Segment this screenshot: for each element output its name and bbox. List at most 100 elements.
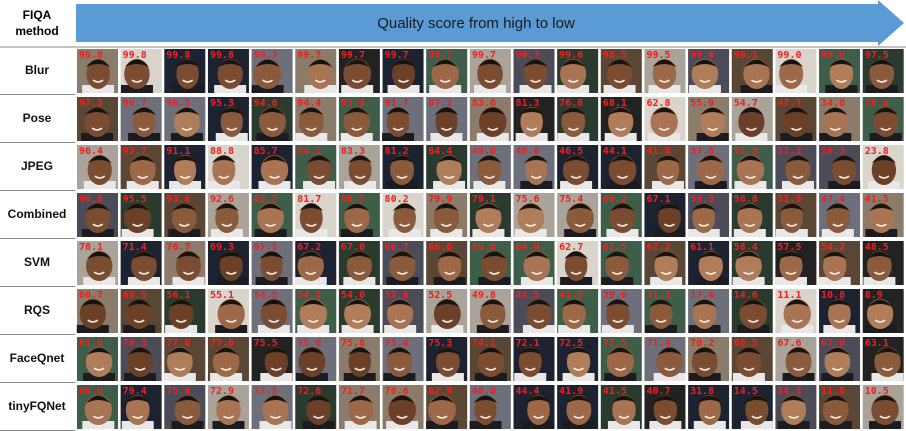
quality-score: 99.8 [79,50,103,61]
quality-score: 67.0 [821,338,845,349]
quality-score: 77.0 [166,338,190,349]
quality-score: 74.1 [472,338,496,349]
quality-score: 93.9 [341,98,365,109]
quality-score: 75.9 [166,386,190,397]
quality-score: 51.9 [777,194,801,205]
quality-score: 96.4 [79,146,103,157]
quality-score: 47.7 [777,98,801,109]
quality-score: 62.9 [428,386,452,397]
quality-score: 62.8 [646,98,670,109]
quality-score: 54.7 [734,98,758,109]
quality-score: 94.4 [297,98,321,109]
quality-score: 47.4 [821,194,845,205]
quality-score: 41.3 [559,290,583,301]
quality-score: 67.2 [297,242,321,253]
quality-score: 81.3 [516,98,540,109]
quality-score: 75.3 [428,338,452,349]
quality-score: 75.6 [341,338,365,349]
quality-score: 99.8 [166,50,190,61]
quality-score: 8.9 [865,290,883,301]
quality-score: 99.7 [341,50,365,61]
quality-score: 67.6 [777,338,801,349]
quality-score: 10.8 [821,290,845,301]
quality-score: 80.2 [385,194,409,205]
quality-score: 99.8 [123,50,147,61]
quality-score: 63.1 [865,338,889,349]
quality-score: 60.7 [79,290,103,301]
quality-score: 84.2 [297,146,321,157]
method-name: Combined [8,207,67,221]
quality-score: 75.5 [254,338,278,349]
quality-score: 68.1 [603,98,627,109]
quality-score: 70.2 [690,338,714,349]
quality-score: 46.5 [559,146,583,157]
quality-score: 99.7 [516,50,540,61]
method-name: Pose [23,111,52,125]
arrow-label: Quality score from high to low [377,15,575,32]
quality-score: 72.6 [297,386,321,397]
quality-score: 92.6 [210,194,234,205]
quality-score: 72.5 [254,386,278,397]
quality-score: 44.5 [516,290,540,301]
quality-score: 17.4 [690,290,714,301]
quality-score: 71.4 [123,242,147,253]
quality-score: 99.0 [777,50,801,61]
quality-score: 39.6 [603,290,627,301]
quality-score: 83.6 [472,98,496,109]
quality-score: 72.5 [603,338,627,349]
quality-score: 41.5 [865,194,889,205]
quality-score: 14.3 [777,386,801,397]
quality-score: 99.5 [646,50,670,61]
quality-score: 54.0 [341,290,365,301]
column-title-box: FIQA method [0,2,74,46]
quality-score: 31.3 [646,290,670,301]
quality-score: 64.0 [516,242,540,253]
quality-score: 31.8 [734,146,758,157]
quality-score: 70.7 [166,242,190,253]
quality-score: 80.6 [79,386,103,397]
quality-score: 65.8 [472,242,496,253]
quality-score: 99.6 [559,50,583,61]
quality-score: 75.4 [385,338,409,349]
quality-score: 57.5 [777,242,801,253]
quality-score: 93.7 [123,146,147,157]
quality-score: 52.8 [385,290,409,301]
quality-score: 98.5 [603,50,627,61]
quality-score: 99.7 [385,50,409,61]
figure: Quality score from high to low FIQA meth… [0,0,906,431]
quality-score: 28.6 [865,98,889,109]
quality-score: 71.7 [341,386,365,397]
method-name: tinyFQNet [8,399,65,413]
quality-score: 40.7 [646,386,670,397]
quality-score: 88.8 [210,146,234,157]
quality-score: 70.6 [385,386,409,397]
method-name: FaceQnet [10,351,65,365]
quality-score: 80.5 [341,194,365,205]
quality-score: 99.7 [472,50,496,61]
quality-score: 49.8 [472,290,496,301]
quality-score: 81.6 [79,338,103,349]
quality-score: 96.7 [123,98,147,109]
quality-score: 68.5 [734,338,758,349]
quality-score: 75.6 [297,338,321,349]
method-name: RQS [24,303,50,317]
quality-score: 49.0 [472,146,496,157]
quality-score: 48.5 [865,242,889,253]
quality-score: 31.8 [690,386,714,397]
quality-score: 34.8 [821,98,845,109]
quality-score: 95.3 [210,98,234,109]
quality-score: 78.3 [123,338,147,349]
quality-score: 66.0 [428,242,452,253]
quality-score: 52.5 [428,290,452,301]
quality-score: 19.3 [821,146,845,157]
quality-score: 11.0 [821,386,845,397]
quality-score: 58.4 [734,242,758,253]
quality-score: 41.5 [603,386,627,397]
quality-score: 66.7 [385,242,409,253]
quality-score: 56.8 [734,194,758,205]
quality-score: 76.8 [559,98,583,109]
quality-score: 41.9 [559,386,583,397]
quality-score: 67.5 [254,242,278,253]
quality-score: 75.6 [516,194,540,205]
quality-score: 46.0 [472,386,496,397]
